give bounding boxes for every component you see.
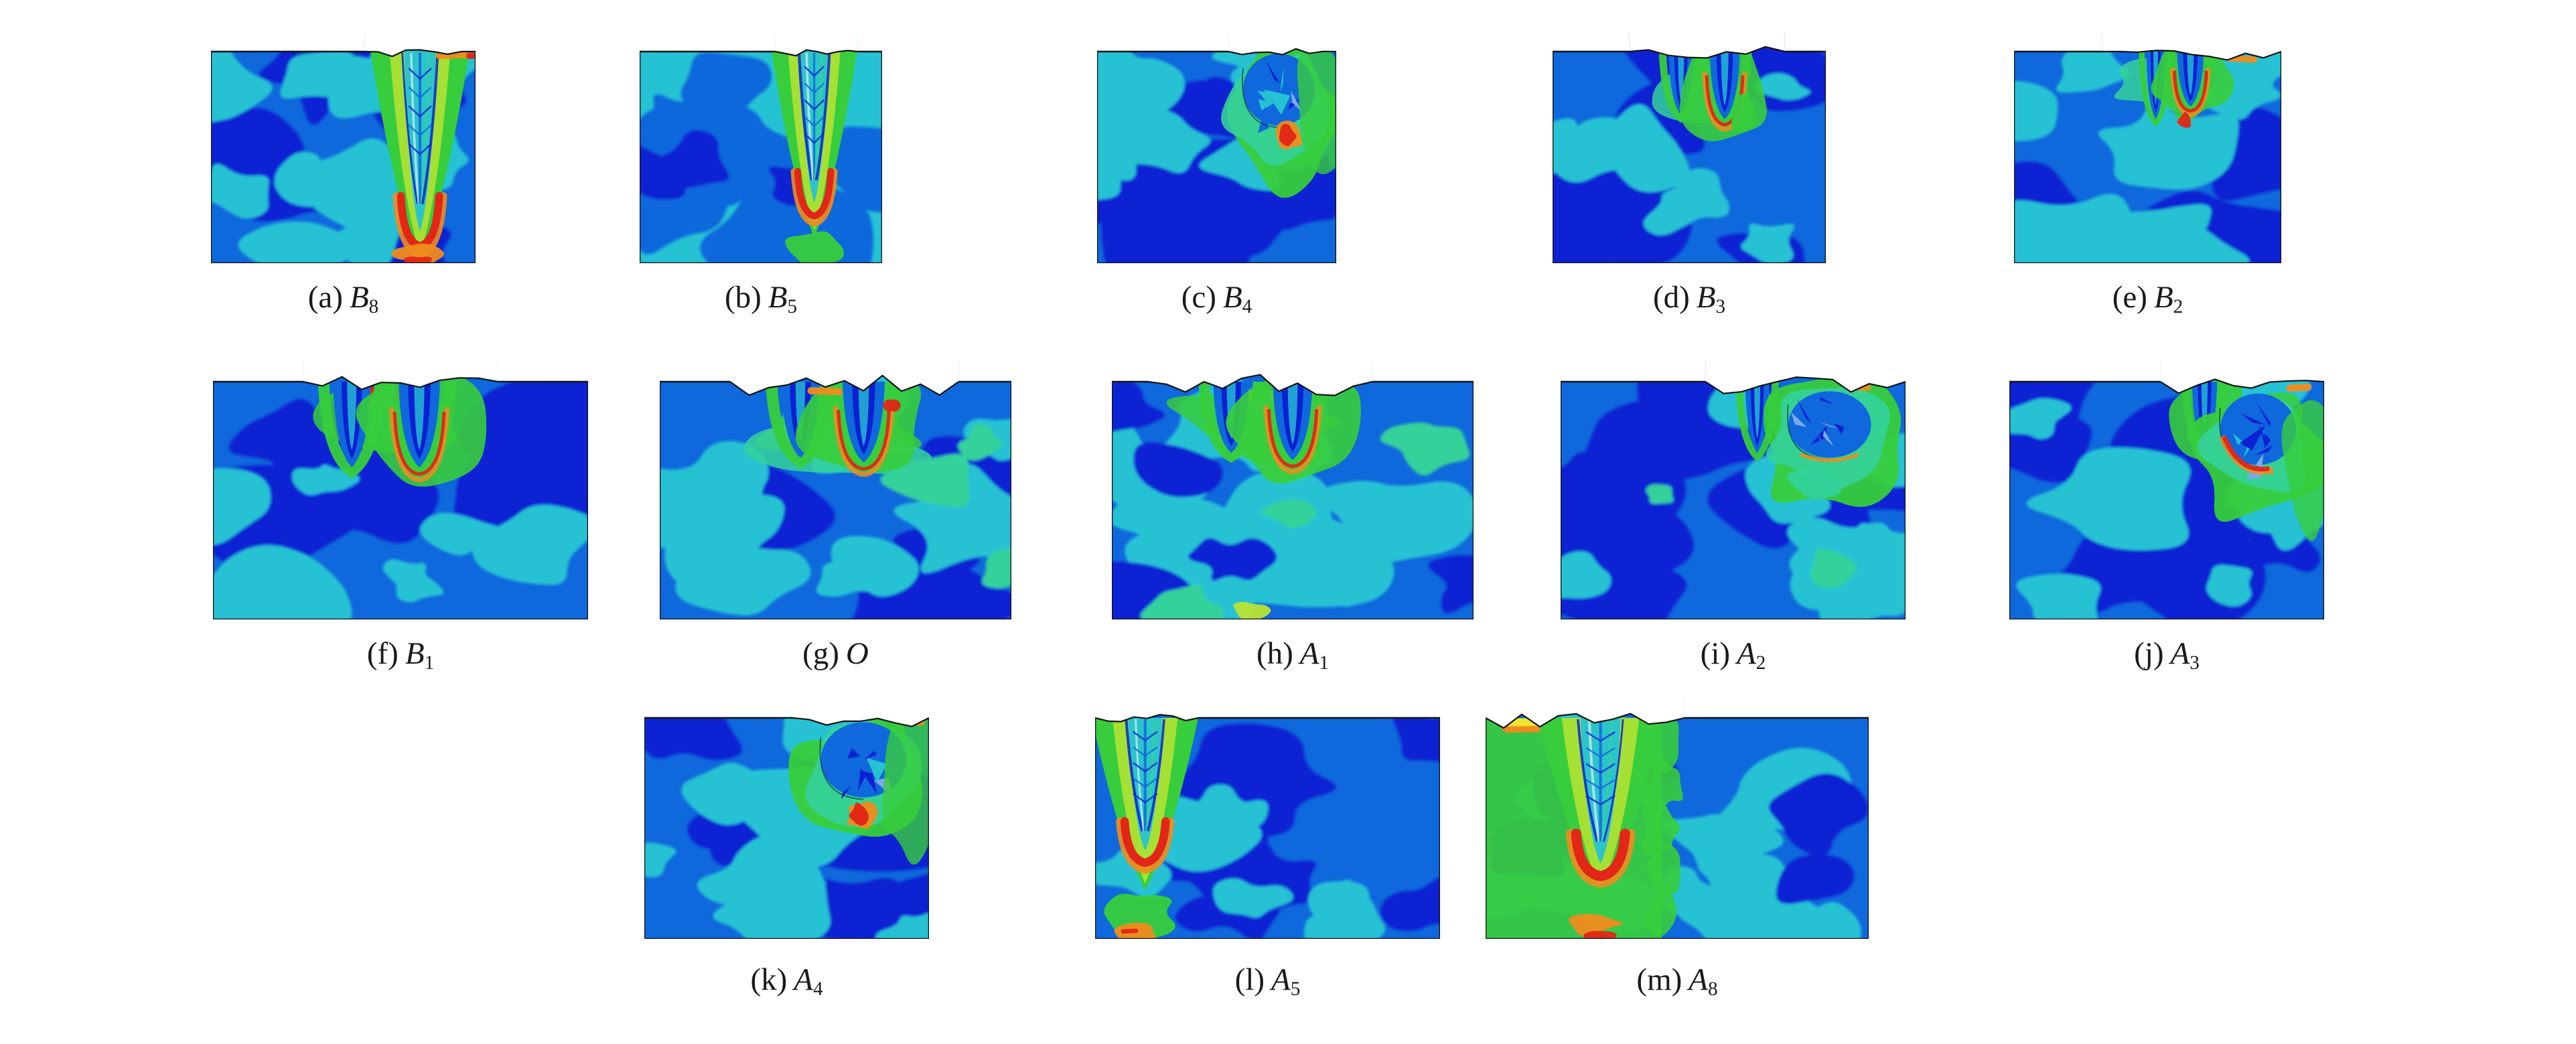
caption-h: (h) A1 — [1112, 636, 1474, 674]
panel-j — [2009, 360, 2324, 619]
caption-index: (m) — [1636, 962, 1683, 997]
caption-e: (e) B2 — [2014, 279, 2281, 318]
panel-h — [1112, 360, 1474, 619]
panel-i — [1561, 360, 1906, 619]
caption-a: (a) B8 — [211, 279, 476, 318]
caption-subscript: 1 — [424, 652, 435, 674]
caption-index: (a) — [307, 280, 343, 315]
caption-symbol: A — [1271, 962, 1291, 997]
panel-b — [640, 33, 882, 263]
caption-subscript: 4 — [812, 978, 823, 1000]
caption-subscript: 8 — [368, 296, 379, 318]
caption-m: (m) A8 — [1486, 962, 1869, 1000]
caption-index: (e) — [2112, 280, 2147, 315]
caption-subscript: 5 — [1290, 978, 1301, 1000]
panel-l — [1095, 698, 1440, 939]
caption-subscript: 3 — [1715, 296, 1726, 318]
panel-e — [2014, 33, 2281, 263]
caption-index: (k) — [750, 962, 788, 997]
caption-symbol: B — [1696, 280, 1716, 315]
panel-g — [660, 360, 1011, 619]
contour-plot-d — [1553, 33, 1826, 263]
caption-symbol: A — [1299, 636, 1319, 671]
caption-symbol: B — [1222, 280, 1242, 315]
caption-subscript: 3 — [2190, 652, 2200, 674]
panel-f — [213, 360, 588, 619]
caption-symbol: B — [349, 280, 369, 315]
contour-plot-c — [1097, 33, 1336, 263]
caption-symbol: O — [845, 636, 869, 671]
contour-plot-l — [1095, 698, 1440, 939]
caption-index: (h) — [1256, 636, 1293, 671]
caption-symbol: B — [405, 636, 425, 671]
caption-symbol: A — [2170, 636, 2190, 671]
panel-k — [644, 698, 929, 939]
caption-symbol: A — [794, 962, 813, 997]
caption-symbol: A — [1737, 636, 1756, 671]
contour-plot-h — [1112, 360, 1474, 619]
caption-symbol: B — [768, 280, 788, 315]
panel-m — [1486, 698, 1869, 939]
contour-plot-i — [1561, 360, 1906, 619]
caption-b: (b) B5 — [640, 279, 882, 318]
caption-k: (k) A4 — [644, 962, 929, 1000]
contour-plot-g — [660, 360, 1011, 619]
caption-l: (l) A5 — [1095, 962, 1440, 1000]
panel-a — [211, 33, 476, 263]
caption-index: (g) — [802, 636, 839, 671]
contour-plot-k — [644, 698, 929, 939]
panel-c — [1097, 33, 1336, 263]
contour-plot-j — [2009, 360, 2324, 619]
contour-plot-b — [640, 33, 882, 263]
caption-symbol: B — [2153, 280, 2173, 315]
caption-subscript: 2 — [1756, 652, 1766, 674]
contour-plot-a — [211, 33, 476, 263]
caption-index: (j) — [2134, 636, 2164, 671]
caption-f: (f) B1 — [213, 636, 588, 674]
contour-plot-e — [2014, 33, 2281, 263]
caption-index: (i) — [1700, 636, 1731, 671]
caption-symbol: A — [1689, 962, 1709, 997]
caption-j: (j) A3 — [2009, 636, 2324, 674]
contour-plot-m — [1486, 698, 1869, 939]
caption-index: (d) — [1652, 280, 1690, 315]
caption-index: (l) — [1234, 962, 1265, 997]
caption-g: (g) O — [660, 636, 1011, 672]
caption-index: (f) — [366, 636, 399, 671]
caption-index: (c) — [1181, 280, 1216, 315]
caption-subscript: 5 — [787, 296, 798, 318]
caption-subscript: 8 — [1708, 978, 1718, 1000]
caption-subscript: 4 — [1242, 296, 1253, 318]
caption-d: (d) B3 — [1553, 279, 1826, 318]
caption-index: (b) — [724, 280, 762, 315]
caption-subscript: 1 — [1319, 652, 1330, 674]
caption-c: (c) B4 — [1097, 279, 1336, 318]
caption-subscript: 2 — [2173, 296, 2184, 318]
caption-i: (i) A2 — [1561, 636, 1906, 674]
panel-d — [1553, 33, 1826, 263]
contour-plot-f — [213, 360, 588, 619]
